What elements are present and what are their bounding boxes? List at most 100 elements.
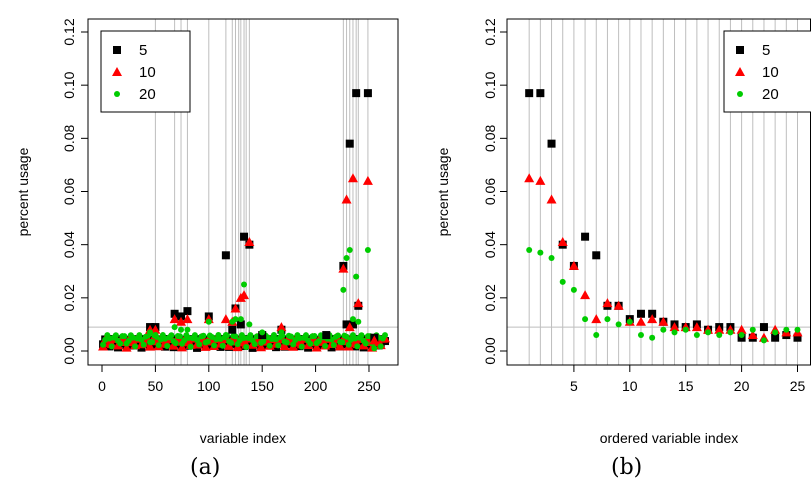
data-point-series-20 (349, 316, 356, 323)
baseline-point-20 (232, 333, 239, 340)
baseline-point-20 (181, 337, 188, 344)
data-point-series-20 (671, 329, 678, 336)
data-point-series-20 (259, 329, 266, 336)
baseline-point-20 (136, 332, 143, 339)
baseline-point-20 (266, 342, 273, 349)
y-tick-label: 0.04 (61, 231, 77, 258)
baseline-point-20 (204, 338, 211, 345)
legend: 5 10 20 (100, 30, 191, 113)
y-tick-label: 0.12 (482, 18, 498, 45)
data-point-series-20 (548, 254, 555, 261)
legend-label: 10 (139, 64, 156, 81)
baseline-point-20 (275, 342, 282, 349)
data-point-series-10 (602, 298, 613, 308)
data-point-series-20 (537, 249, 544, 256)
data-point-series-10 (714, 324, 725, 334)
y-tick-label: 0.10 (482, 71, 498, 98)
data-point-series-10 (220, 314, 231, 324)
data-point-series-5 (363, 89, 372, 98)
baseline-point-20 (125, 337, 132, 344)
baseline-point-20 (343, 333, 350, 340)
data-point-series-10 (344, 322, 355, 332)
data-point-series-10 (658, 316, 669, 326)
data-point-series-20 (178, 326, 185, 333)
data-point-series-5 (183, 307, 192, 316)
data-point-series-20 (716, 332, 723, 339)
y-tick-label: 0.02 (482, 284, 498, 311)
baseline-point-20 (260, 338, 267, 345)
legend-marker-10 (112, 67, 122, 76)
data-point-series-5 (648, 309, 657, 318)
data-point-series-10 (747, 330, 758, 340)
legend-marker-20 (737, 91, 743, 97)
data-point-series-10 (736, 324, 747, 334)
data-point-series-20 (205, 318, 212, 325)
baseline-point-20 (302, 332, 309, 339)
panel-a-chart: 0 50 100 150 200 250 0.00 0.02 0.04 0.06 0.08 0.10 0… (15, 18, 399, 446)
baseline-point-20 (100, 341, 107, 348)
baseline-point-20 (315, 338, 322, 345)
data-point-series-10 (568, 260, 579, 270)
baseline-point-10 (145, 341, 156, 351)
legend-label: 5 (762, 42, 770, 59)
baseline-point-10 (121, 342, 132, 352)
data-point-series-20 (615, 321, 622, 328)
data-point-series-20 (604, 316, 611, 323)
data-point-series-20 (237, 316, 244, 323)
baseline-point-20 (172, 340, 179, 347)
data-point-series-10 (347, 173, 358, 183)
data-point-series-10 (580, 290, 591, 300)
legend-label: 5 (139, 42, 147, 59)
data-point-series-5 (771, 333, 780, 342)
data-point-series-5 (352, 89, 361, 98)
data-point-series-20 (749, 326, 756, 333)
data-point-series-20 (343, 254, 350, 261)
data-point-series-20 (772, 329, 779, 336)
y-axis-label: percent usage (15, 147, 31, 236)
baseline-point-20 (176, 333, 183, 340)
data-point-series-5 (240, 232, 249, 241)
data-point-series-20 (364, 246, 371, 253)
legend-marker-5 (736, 46, 744, 54)
data-point-series-10 (244, 237, 255, 247)
panel-b-chart: 5 10 15 20 25 0.00 0.02 0.04 0.06 0.08 0.10 0.12 ord… (435, 18, 811, 446)
x-tick-label: 20 (734, 378, 750, 394)
data-point-series-10 (362, 175, 373, 185)
data-point-series-20 (526, 246, 533, 253)
data-point-series-5 (345, 139, 354, 148)
y-tick-label: 0.04 (482, 231, 498, 258)
data-point-series-20 (371, 345, 378, 352)
data-point-series-10 (591, 314, 602, 324)
data-point-series-5 (228, 325, 237, 334)
data-point-series-20 (693, 332, 700, 339)
baseline-point-20 (322, 343, 329, 350)
y-axis-label: percent usage (435, 147, 451, 236)
baseline-point-10 (200, 341, 211, 351)
baseline-point-20 (196, 341, 203, 348)
baseline-point-10 (256, 342, 267, 352)
y-tick-label: 0.06 (61, 178, 77, 205)
data-point-series-20 (794, 326, 801, 333)
legend-marker-10 (735, 67, 745, 76)
data-point-series-20 (346, 246, 353, 253)
y-tick-label: 0.02 (61, 284, 77, 311)
data-point-series-20 (559, 278, 566, 285)
data-point-series-20 (152, 332, 159, 339)
data-point-series-10 (669, 322, 680, 332)
data-point-series-20 (222, 332, 229, 339)
data-point-series-5 (581, 232, 590, 241)
baseline-point-10 (311, 342, 322, 352)
data-point-series-5 (536, 89, 545, 98)
baseline-point-10 (279, 341, 290, 351)
data-point-series-5 (342, 320, 351, 329)
legend: 5 10 20 (723, 30, 811, 113)
data-point-series-20 (582, 316, 589, 323)
data-point-series-10 (691, 322, 702, 332)
data-point-series-20 (246, 321, 253, 328)
data-point-series-10 (613, 300, 624, 310)
legend-label: 10 (762, 64, 779, 81)
baseline-point-20 (155, 342, 162, 349)
y-tick-label: 0.00 (482, 337, 498, 364)
baseline-point-20 (121, 333, 128, 340)
